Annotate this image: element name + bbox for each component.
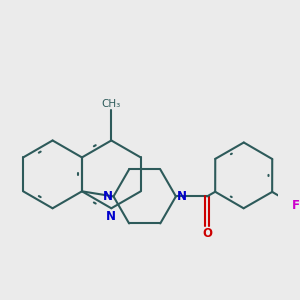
Text: N: N [106, 210, 116, 224]
Text: N: N [177, 190, 187, 203]
Text: O: O [202, 227, 212, 240]
Text: N: N [102, 190, 112, 203]
Text: CH₃: CH₃ [102, 99, 121, 109]
Text: F: F [292, 199, 300, 212]
